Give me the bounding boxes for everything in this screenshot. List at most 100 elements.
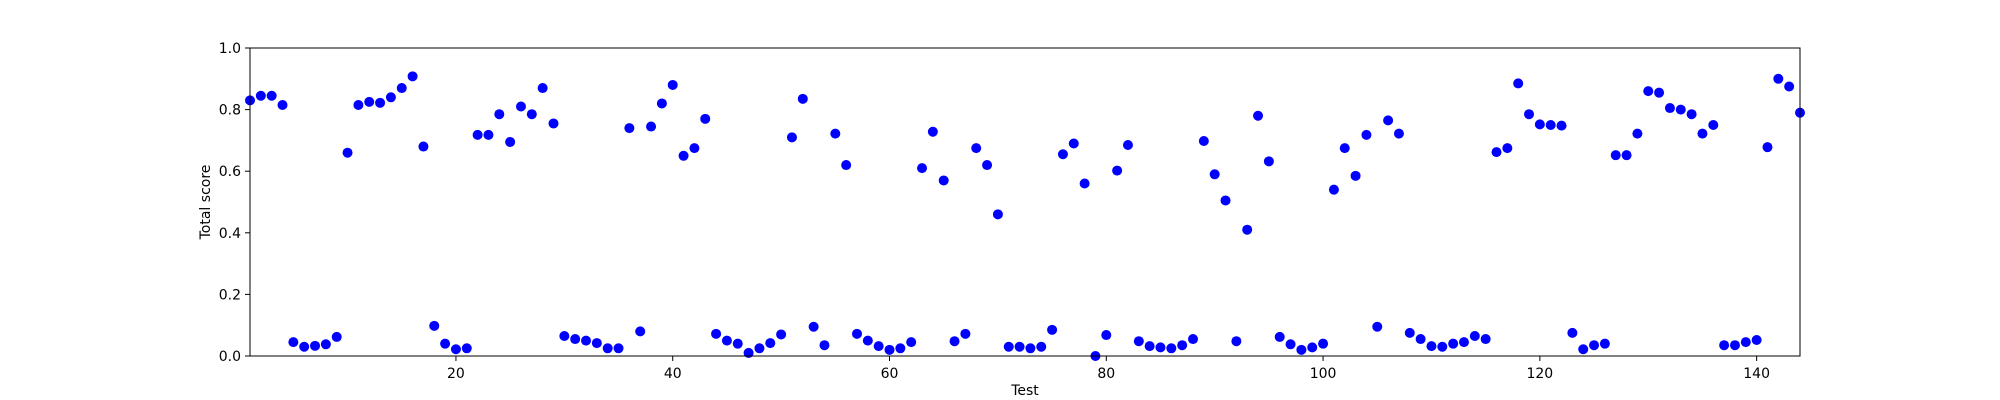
x-tick-label: 120 (1526, 366, 1553, 382)
data-point (407, 71, 418, 82)
data-point (884, 344, 895, 355)
data-point (440, 338, 451, 349)
data-point (1643, 86, 1654, 97)
data-point (1729, 340, 1740, 351)
y-tick-label: 0.2 (219, 287, 241, 303)
data-point (396, 83, 407, 94)
data-point (1350, 170, 1361, 181)
data-point (255, 90, 266, 101)
data-point (526, 109, 537, 120)
data-point (1209, 169, 1220, 180)
data-point (1393, 128, 1404, 139)
plot-area (250, 48, 1800, 356)
y-tick-label: 0.8 (219, 103, 241, 119)
data-point (559, 330, 570, 341)
data-point (1740, 337, 1751, 348)
data-point (1686, 109, 1697, 120)
data-point (1068, 138, 1079, 149)
x-axis-ticks: 20 40 60 80 100 120 140 (447, 356, 1770, 382)
data-point (1274, 331, 1285, 342)
data-point (266, 90, 277, 101)
data-point (700, 113, 711, 124)
data-point (721, 335, 732, 346)
data-point (1155, 342, 1166, 353)
data-point (1524, 109, 1535, 120)
data-point (1632, 128, 1643, 139)
data-point (938, 175, 949, 186)
data-point (1231, 336, 1242, 347)
y-tick-label: 0.6 (219, 164, 241, 180)
data-point (364, 96, 375, 107)
data-point (581, 335, 592, 346)
data-point (1415, 334, 1426, 345)
data-point (418, 141, 429, 152)
data-point (667, 79, 678, 90)
data-point (483, 129, 494, 140)
data-point (1307, 342, 1318, 353)
data-point (472, 129, 483, 140)
data-point (1448, 338, 1459, 349)
data-point (515, 101, 526, 112)
data-point (1339, 143, 1350, 154)
data-point (646, 121, 657, 132)
data-point (342, 147, 353, 158)
data-point (1589, 340, 1600, 351)
y-axis-label: Total score (198, 165, 214, 241)
data-point (1133, 336, 1144, 347)
data-point (1621, 150, 1632, 161)
data-point (851, 328, 862, 339)
data-point (873, 341, 884, 352)
data-point (591, 338, 602, 349)
data-point (1198, 136, 1209, 147)
data-point (927, 126, 938, 137)
data-point (1122, 140, 1133, 151)
data-point (288, 337, 299, 348)
data-point (1610, 150, 1621, 161)
data-point (689, 143, 700, 154)
data-point (1762, 142, 1773, 153)
x-tick-label: 40 (664, 366, 682, 382)
x-tick-label: 60 (881, 366, 899, 382)
data-point (385, 92, 396, 103)
data-point (1079, 178, 1090, 189)
data-point (1502, 143, 1513, 154)
data-point (1188, 334, 1199, 345)
data-point (1057, 149, 1068, 160)
data-point (450, 344, 461, 355)
data-point (1534, 119, 1545, 130)
data-point (1404, 327, 1415, 338)
data-point (1112, 165, 1123, 176)
x-tick-label: 140 (1743, 366, 1770, 382)
data-point (299, 341, 310, 352)
data-point (1426, 341, 1437, 352)
data-point (895, 343, 906, 354)
data-point (570, 334, 581, 345)
data-point (917, 163, 928, 174)
data-point (971, 143, 982, 154)
data-point (1296, 344, 1307, 355)
data-point (808, 321, 819, 332)
data-point (537, 83, 548, 94)
data-point (1166, 343, 1177, 354)
data-point (602, 343, 613, 354)
data-point (1025, 343, 1036, 354)
data-point (1003, 341, 1014, 352)
data-point (1773, 73, 1784, 84)
data-point (1556, 120, 1567, 131)
x-tick-label: 20 (447, 366, 465, 382)
data-point (1328, 184, 1339, 195)
y-tick-label: 0.4 (219, 226, 241, 242)
x-tick-label: 80 (1097, 366, 1115, 382)
data-point (1719, 340, 1730, 351)
data-point (548, 118, 559, 129)
data-point (461, 343, 472, 354)
data-point (1751, 334, 1762, 345)
data-point (1242, 224, 1253, 235)
data-point (375, 97, 386, 108)
x-tick-label: 100 (1310, 366, 1337, 382)
y-tick-label: 0.0 (219, 349, 241, 365)
data-point (1545, 120, 1556, 130)
data-point (830, 128, 841, 139)
data-point (505, 136, 516, 147)
